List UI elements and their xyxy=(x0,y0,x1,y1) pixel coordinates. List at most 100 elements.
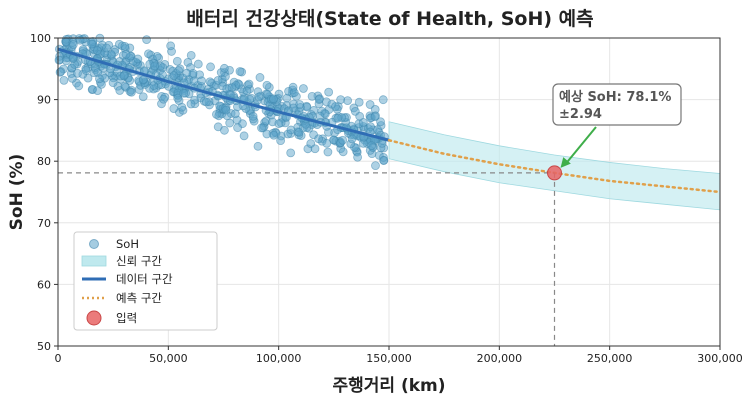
scatter-point xyxy=(54,55,64,65)
scatter-point xyxy=(172,56,182,66)
scatter-point xyxy=(262,129,272,139)
scatter-point xyxy=(331,102,340,111)
scatter-point xyxy=(169,71,179,80)
legend: SoH 신뢰 구간 데이터 구간 예측 구간 입력 xyxy=(73,231,218,331)
scatter-point xyxy=(253,141,263,151)
scatter-point xyxy=(233,123,242,133)
scatter-point xyxy=(206,62,215,72)
scatter-point xyxy=(333,113,343,123)
y-tick-label-2: 70 xyxy=(37,217,51,230)
legend-label-input: 입력 xyxy=(116,311,137,325)
scatter-point xyxy=(274,119,284,128)
scatter-point xyxy=(201,97,211,107)
scatter-point xyxy=(102,43,111,53)
scatter-point xyxy=(355,111,365,121)
scatter-point xyxy=(379,156,389,165)
scatter-point xyxy=(353,152,362,162)
arrow-shaft xyxy=(565,126,597,164)
scatter-point xyxy=(186,99,196,109)
scatter-point xyxy=(314,134,324,144)
scatter-point xyxy=(219,63,229,73)
scatter-point xyxy=(248,111,258,121)
scatter-point xyxy=(144,49,153,59)
scatter-point xyxy=(59,75,69,85)
scatter-point xyxy=(376,117,385,127)
x-axis-ticks: 0 50,000 100,000 150,000 200,000 250,000 300,0… xyxy=(55,346,743,365)
legend-label-band: 신뢰 구간 xyxy=(116,254,162,268)
scatter-point xyxy=(230,109,240,119)
scatter-point xyxy=(127,87,136,97)
input-point-group xyxy=(547,165,562,181)
scatter-point xyxy=(235,67,245,76)
annotation-box xyxy=(552,83,682,126)
scatter-point xyxy=(242,86,252,96)
scatter-point xyxy=(68,40,78,49)
x-tick-label-5: 250,000 xyxy=(587,352,633,365)
scatter-point xyxy=(310,144,320,154)
scatter-point xyxy=(87,39,97,49)
scatter-point xyxy=(73,68,82,78)
scatter-point xyxy=(239,131,249,141)
scatter-point xyxy=(336,95,346,105)
scatter-point xyxy=(213,75,223,85)
scatter-point xyxy=(294,127,304,137)
scatter-point xyxy=(322,138,332,148)
y-axis-ticks: 50 60 70 80 90 100 xyxy=(30,32,58,353)
y-tick-label-0: 50 xyxy=(37,340,51,353)
scatter-point xyxy=(347,134,357,144)
annotation-line-2: ±2.94 xyxy=(559,107,602,122)
scatter-point xyxy=(225,118,235,128)
scatter-point xyxy=(133,54,143,64)
scatter-point xyxy=(120,81,130,91)
scatter-point xyxy=(269,94,278,104)
scatter-point xyxy=(119,71,129,81)
x-tick-label-1: 50,000 xyxy=(149,352,188,365)
legend-label-soh: SoH xyxy=(116,237,139,251)
legend-label-pred: 예측 구간 xyxy=(116,291,162,305)
scatter-point xyxy=(221,105,231,115)
legend-label-fit: 데이터 구간 xyxy=(116,272,173,286)
scatter-point xyxy=(74,81,84,91)
scatter-point xyxy=(121,49,131,59)
scatter-point xyxy=(323,147,333,157)
scatter-point xyxy=(177,102,187,112)
scatter-point xyxy=(108,78,118,88)
scatter-point xyxy=(220,125,229,135)
scatter-point xyxy=(159,94,168,104)
y-tick-label-3: 80 xyxy=(37,155,51,168)
y-tick-label-4: 90 xyxy=(37,94,51,107)
scatter-point xyxy=(193,59,203,69)
scatter-point xyxy=(262,80,272,90)
scatter-point xyxy=(95,74,104,84)
guide-lines xyxy=(58,172,556,346)
scatter-series xyxy=(54,33,389,171)
scatter-point xyxy=(152,51,162,61)
scatter-point xyxy=(92,46,102,55)
fit-curve-line xyxy=(57,47,390,142)
scatter-point xyxy=(255,73,265,82)
scatter-point xyxy=(93,86,102,96)
legend-marker-input xyxy=(86,310,102,326)
legend-marker-soh xyxy=(89,239,99,249)
scatter-point xyxy=(338,147,348,157)
x-tick-label-6: 300,000 xyxy=(697,352,743,365)
scatter-point xyxy=(254,92,264,102)
scatter-point xyxy=(173,93,183,103)
scatter-point xyxy=(257,123,266,133)
scatter-point xyxy=(186,50,196,60)
scatter-point xyxy=(370,112,380,122)
scatter-point xyxy=(166,41,176,51)
scatter-point xyxy=(189,76,199,86)
scatter-point xyxy=(324,87,334,97)
scatter-point xyxy=(338,135,348,145)
scatter-point xyxy=(182,68,192,78)
scatter-point xyxy=(212,109,221,119)
x-axis-label: 주행거리 (km) xyxy=(332,376,445,396)
scatter-point xyxy=(125,76,135,85)
scatter-point xyxy=(81,66,91,75)
annotation-arrow xyxy=(560,126,597,168)
scatter-point xyxy=(299,84,308,93)
scatter-point xyxy=(286,125,296,135)
scatter-point xyxy=(286,148,296,158)
